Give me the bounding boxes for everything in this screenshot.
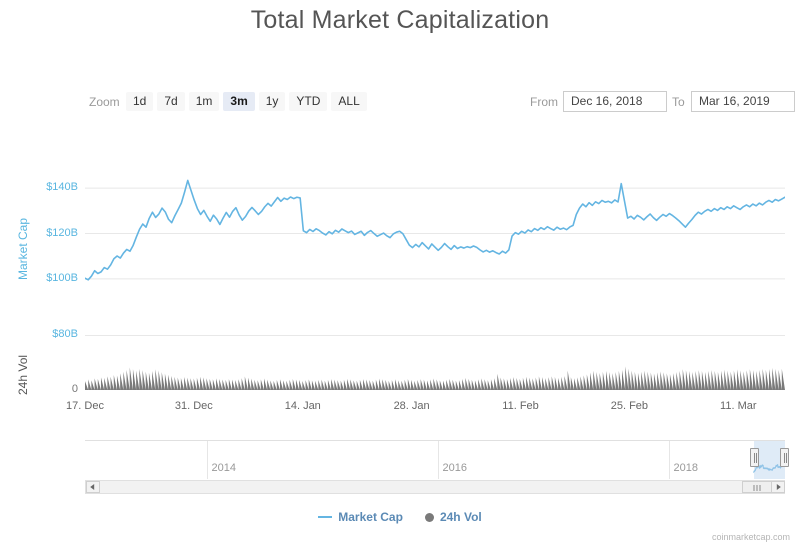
zoom-label: Zoom: [89, 95, 120, 109]
zoom-button-ytd[interactable]: YTD: [289, 92, 328, 111]
triangle-right-icon: [776, 484, 781, 490]
zoom-button-3m[interactable]: 3m: [223, 92, 255, 111]
to-label: To: [672, 95, 685, 109]
scroll-right-arrow-icon[interactable]: [771, 481, 785, 493]
zoom-button-all[interactable]: ALL: [331, 92, 367, 111]
zoom-button-1d[interactable]: 1d: [126, 92, 154, 111]
market-cap-plot[interactable]: [84, 170, 786, 288]
triangle-left-icon: [90, 484, 95, 490]
scroll-left-arrow-icon[interactable]: [86, 481, 100, 493]
y-tick-label: $100B: [46, 271, 78, 284]
navigator-tick-label: 2014: [211, 462, 236, 474]
x-tick-label: 31. Dec: [174, 400, 213, 412]
legend-label: 24h Vol: [439, 510, 482, 524]
chart-legend: Market Cap 24h Vol: [0, 510, 800, 524]
zoom-button-1m[interactable]: 1m: [188, 92, 220, 111]
zoom-button-1y[interactable]: 1y: [258, 92, 286, 111]
y-tick-label: $140B: [46, 181, 78, 194]
credits-watermark: coinmarketcap.com: [711, 532, 790, 542]
market-cap-line-series: [84, 179, 786, 281]
y-tick-label: $80B: [52, 328, 78, 341]
navigator-handle-left[interactable]: [749, 448, 759, 467]
navigator-tick-label: 2018: [673, 462, 698, 474]
x-tick-label: 11. Feb: [502, 400, 539, 412]
y-tick-label: $120B: [46, 226, 78, 239]
x-tick-label: 11. Mar: [720, 400, 757, 412]
legend-item-market-cap[interactable]: Market Cap: [318, 510, 403, 524]
zoom-button-7d[interactable]: 7d: [157, 92, 185, 111]
volume-plot[interactable]: [85, 330, 785, 391]
horizontal-scrollbar[interactable]: [85, 480, 785, 494]
legend-line-icon: [318, 516, 333, 518]
legend-label: Market Cap: [338, 510, 403, 524]
navigator-selection-window[interactable]: [753, 441, 785, 479]
scrollbar-thumb[interactable]: [741, 481, 772, 493]
navigator[interactable]: [85, 440, 789, 479]
x-tick-label: 28. Jan: [393, 400, 430, 412]
navigator-series: [207, 441, 786, 479]
x-tick-label: 17. Dec: [66, 400, 104, 412]
x-tick-label: 25. Feb: [610, 400, 649, 412]
from-label: From: [530, 95, 558, 109]
y-tick-label: 0: [71, 383, 78, 395]
x-tick-label: 14. Jan: [284, 400, 321, 412]
navigator-handle-right[interactable]: [780, 448, 789, 467]
legend-item-24h-vol[interactable]: 24h Vol: [424, 510, 482, 524]
volume-area-series: [85, 334, 785, 391]
range-selector: Zoom 1d 7d 1m 3m 1y YTD ALL From Dec 16, 2018 …: [0, 91, 800, 114]
to-date-input[interactable]: Mar 16, 2019: [691, 91, 795, 112]
zoom-button-group: 1d 7d 1m 3m 1y YTD ALL: [126, 92, 367, 111]
legend-dot-icon: [424, 512, 434, 522]
from-date-input[interactable]: Dec 16, 2018: [563, 91, 667, 112]
navigator-tick-label: 2016: [442, 462, 467, 474]
page-title: Total Market Capitalization: [250, 6, 550, 34]
